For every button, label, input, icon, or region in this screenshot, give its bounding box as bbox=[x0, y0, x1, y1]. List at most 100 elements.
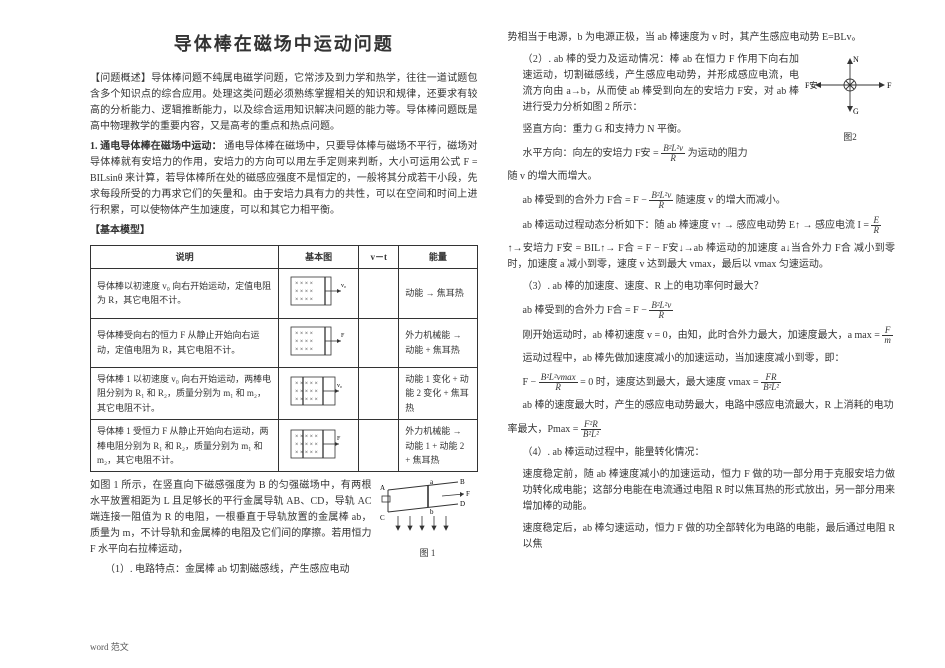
svg-text:× × × ×: × × × × bbox=[295, 331, 313, 337]
fraction: F m bbox=[882, 326, 893, 345]
r-p12-mid: = 0 时，速度达到最大，最大速度 vmax = bbox=[580, 377, 759, 388]
row3-diagram: × × × × × × × × × × × × × × × v₀ bbox=[279, 367, 359, 419]
svg-text:C: C bbox=[380, 514, 385, 522]
rail-diagram-icon: × × × × ×× × × × ×× × × × × F bbox=[285, 426, 351, 462]
rail-diagram-icon: × × × × × × × × × × × × × × × v₀ bbox=[285, 373, 351, 409]
frac-den: m bbox=[882, 336, 893, 345]
doc-title: 导体棒在磁场中运动问题 bbox=[90, 30, 478, 59]
frac-den: R bbox=[871, 226, 881, 235]
fraction: B²L²vmax R bbox=[539, 373, 578, 392]
page-footer: word 范文 bbox=[90, 640, 129, 654]
r-p0: 势相当于电源，b 为电源正极，当 ab 棒速度为 v 时，其产生感应电动势 E=… bbox=[508, 30, 896, 46]
svg-text:G: G bbox=[853, 107, 859, 116]
rail-diagram-icon: × × × ×× × × ×× × × × F bbox=[285, 323, 351, 359]
r-p17: 速度稳定后，ab 棒匀速运动，恒力 F 做的功全部转化为电路的电能，最后通过电阻… bbox=[508, 521, 896, 553]
svg-text:A: A bbox=[380, 484, 385, 492]
r-p13: ab 棒的速度最大时，产生的感应电动势最大，电路中感应电流最大，R 上消耗的电功 bbox=[508, 398, 896, 414]
row1-energy: 动能 → 焦耳热 bbox=[399, 269, 477, 318]
left-column: 导体棒在磁场中运动问题 【问题概述】导体棒问题不纯属电磁学问题，它常涉及到力学和… bbox=[90, 30, 478, 582]
overview-paragraph: 【问题概述】导体棒问题不纯属电磁学问题，它常涉及到力学和热学，往往一道试题包含多… bbox=[90, 71, 478, 135]
row4-vt bbox=[359, 420, 399, 472]
r-p7: ↑→安培力 F安 = BIL↑→ F合 = F − F安↓→ab 棒运动的加速度… bbox=[508, 241, 896, 273]
fraction: FR B²L² bbox=[761, 373, 781, 392]
r-p9-pre: ab 棒受到的合外力 F合 = F − bbox=[523, 305, 647, 316]
rails-3d-icon: A C B D a b F bbox=[378, 478, 478, 538]
svg-text:v₀: v₀ bbox=[337, 383, 342, 389]
row4-desc: 导体棒 1 受恒力 F 从静止开始向右运动，两棒电阻分别为 R₁ 和 R₂，质量… bbox=[91, 420, 279, 472]
r-p3: 水平方向：向左的安培力 F安 = B²L²v R 为运动的阻力 bbox=[508, 144, 896, 163]
row3-energy: 动能 1 变化 + 动能 2 变化 + 焦耳热 bbox=[399, 367, 477, 419]
r-p11: 运动过程中，ab 棒先做加速度减小的加速运动，当加速度减小到零，即： bbox=[508, 351, 896, 367]
section-1: 1. 通电导体棒在磁场中运动： 通电导体棒在磁场中，只要导体棒与磁场不平行，磁场… bbox=[90, 139, 478, 219]
svg-text:F: F bbox=[887, 81, 892, 90]
row4-diagram: × × × × ×× × × × ×× × × × × F bbox=[279, 420, 359, 472]
row1-vt bbox=[359, 269, 399, 318]
r-p12: F − B²L²vmax R = 0 时，速度达到最大，最大速度 vmax = … bbox=[508, 373, 896, 392]
r-p5-post: 随速度 v 的增大而减小。 bbox=[676, 195, 786, 206]
svg-text:× × × × ×: × × × × × bbox=[295, 381, 318, 387]
table-row: 导体棒 1 以初速度 v₀ 向右开始运动，两棒电阻分别为 R₁ 和 R₂，质量分… bbox=[91, 367, 478, 419]
svg-text:× × × × ×: × × × × × bbox=[295, 397, 318, 403]
svg-text:× × × ×: × × × × bbox=[295, 347, 313, 353]
frac-den: R bbox=[539, 383, 578, 392]
svg-text:× × × × ×: × × × × × bbox=[295, 434, 318, 440]
r-p4: 随 v 的增大而增大。 bbox=[508, 169, 896, 185]
r-p5: ab 棒受到的合外力 F合 = F − B²L²v R 随速度 v 的增大而减小… bbox=[508, 191, 896, 210]
fraction: B²L²v R bbox=[661, 144, 685, 163]
frac-den: R bbox=[661, 154, 685, 163]
svg-text:B: B bbox=[460, 478, 465, 486]
svg-text:v₀: v₀ bbox=[341, 283, 346, 289]
row1-diagram: × × × × × × × × × × × × v₀ bbox=[279, 269, 359, 318]
th-diagram: 基本图 bbox=[279, 245, 359, 268]
frac-den: R bbox=[649, 311, 673, 320]
fraction: E R bbox=[871, 216, 881, 235]
frac-den: B²L² bbox=[581, 430, 601, 439]
section-1-body: 通电导体棒在磁场中，只要导体棒与磁场不平行，磁场对导体棒就有安培力的作用，安培力… bbox=[90, 141, 478, 216]
svg-text:b: b bbox=[430, 508, 434, 516]
figure-1: A C B D a b F 图 1 bbox=[378, 478, 478, 560]
svg-text:N: N bbox=[853, 55, 859, 64]
figure-1-label: 图 1 bbox=[378, 546, 478, 560]
th-vt: v－t bbox=[359, 245, 399, 268]
force-diagram-icon: N F F安 G bbox=[805, 52, 895, 122]
frac-den: B²L² bbox=[761, 383, 781, 392]
row3-vt bbox=[359, 367, 399, 419]
svg-text:× × × × ×: × × × × × bbox=[295, 389, 318, 395]
svg-text:F: F bbox=[466, 490, 470, 498]
r-p10: 刚开始运动时，ab 棒初速度 v = 0，由知，此时合外力最大，加速度最大，a … bbox=[508, 326, 896, 345]
r-p10-pre: 刚开始运动时，ab 棒初速度 v = 0，由知，此时合外力最大，加速度最大，a … bbox=[523, 330, 880, 341]
row4-energy: 外力机械能 → 动能 1 + 动能 2 + 焦耳热 bbox=[399, 420, 477, 472]
fraction: B²L²v R bbox=[649, 301, 673, 320]
section-1-head: 1. 通电导体棒在磁场中运动： bbox=[90, 141, 222, 152]
svg-text:× × × × ×: × × × × × bbox=[295, 450, 318, 456]
svg-text:D: D bbox=[460, 500, 465, 508]
row2-vt bbox=[359, 318, 399, 367]
table-row: 导体棒受向右的恒力 F 从静止开始向右运动，定值电阻为 R，其它电阻不计。 × … bbox=[91, 318, 478, 367]
r-p14-pre: 率最大，Pmax = bbox=[508, 424, 579, 435]
frac-den: R bbox=[649, 201, 673, 210]
svg-text:× × × ×: × × × × bbox=[295, 281, 313, 287]
svg-text:× × × ×: × × × × bbox=[295, 289, 313, 295]
r-p16: 速度稳定前，随 ab 棒速度减小的加速运动，恒力 F 做的功一部分用于克服安培力… bbox=[508, 467, 896, 515]
table-row: 导体棒以初速度 v₀ 向右开始运动，定值电阻为 R，其它电阻不计。 × × × … bbox=[91, 269, 478, 318]
row3-desc: 导体棒 1 以初速度 v₀ 向右开始运动，两棒电阻分别为 R₁ 和 R₂，质量分… bbox=[91, 367, 279, 419]
svg-text:× × × ×: × × × × bbox=[295, 339, 313, 345]
right-column: 势相当于电源，b 为电源正极，当 ab 棒速度为 v 时，其产生感应电动势 E=… bbox=[508, 30, 896, 582]
fraction: B²L²v R bbox=[649, 191, 673, 210]
table-row: 导体棒 1 受恒力 F 从静止开始向右运动，两棒电阻分别为 R₁ 和 R₂，质量… bbox=[91, 420, 478, 472]
figure-2: N F F安 G 图2 bbox=[805, 52, 895, 144]
r-p6-pre: ab 棒运动过程动态分析如下：随 ab 棒速度 v↑ → 感应电动势 E↑ → … bbox=[523, 220, 869, 231]
r-p12-pre: F − bbox=[523, 377, 537, 388]
svg-text:× × × ×: × × × × bbox=[295, 297, 313, 303]
row2-desc: 导体棒受向右的恒力 F 从静止开始向右运动，定值电阻为 R，其它电阻不计。 bbox=[91, 318, 279, 367]
th-energy: 能量 bbox=[399, 245, 477, 268]
rail-diagram-icon: × × × × × × × × × × × × v₀ bbox=[285, 273, 351, 309]
row2-energy: 外力机械能 → 动能 + 焦耳热 bbox=[399, 318, 477, 367]
svg-text:× × × × ×: × × × × × bbox=[295, 442, 318, 448]
r-p3-pre: 水平方向：向左的安培力 F安 = bbox=[523, 148, 659, 159]
fraction: F²R B²L² bbox=[581, 420, 601, 439]
row2-diagram: × × × ×× × × ×× × × × F bbox=[279, 318, 359, 367]
svg-text:F安: F安 bbox=[805, 80, 817, 90]
th-desc: 说明 bbox=[91, 245, 279, 268]
r-p8: （3）. ab 棒的加速度、速度、R 上的电功率何时最大？ bbox=[508, 279, 896, 295]
